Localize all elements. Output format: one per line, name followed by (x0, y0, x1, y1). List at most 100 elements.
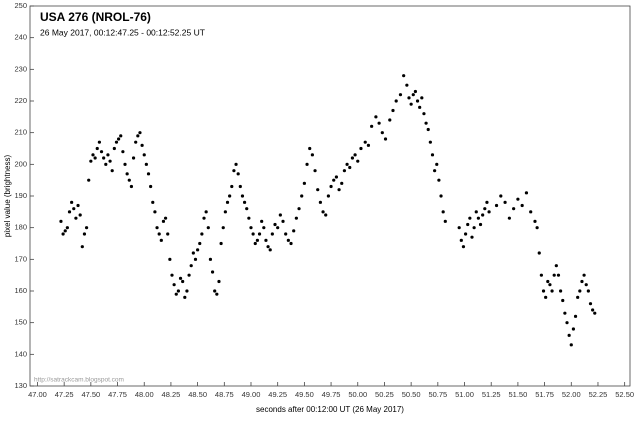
point (481, 213, 485, 217)
point (470, 235, 474, 239)
point (131, 156, 136, 160)
point (466, 222, 470, 227)
point (294, 216, 298, 220)
point (415, 99, 420, 103)
point (200, 232, 204, 236)
point (146, 172, 151, 176)
point (539, 273, 543, 277)
point (82, 232, 87, 236)
point (569, 343, 573, 347)
x-tick-label: 47.75 (108, 390, 127, 399)
point (478, 222, 483, 227)
point (472, 226, 476, 230)
x-tick-label: 48.25 (162, 390, 181, 399)
point (268, 248, 272, 252)
point (65, 226, 69, 230)
chart-subtitle: 26 May 2017, 00:12:47.25 - 00:12:52.25 U… (40, 27, 205, 37)
point (129, 184, 134, 189)
point (93, 156, 97, 160)
point (281, 219, 285, 223)
point (247, 216, 251, 220)
point (97, 140, 101, 144)
point (144, 162, 148, 166)
point (565, 321, 569, 325)
y-tick-label: 150 (14, 318, 27, 327)
point (398, 93, 403, 97)
point (221, 226, 225, 230)
y-axis-label: pixel value (brightness) (3, 155, 12, 238)
point (377, 121, 381, 125)
point (168, 257, 172, 261)
point (302, 181, 306, 185)
point (374, 115, 378, 119)
point (541, 289, 546, 293)
y-tick-label: 160 (14, 286, 27, 295)
point (286, 238, 290, 242)
point (305, 162, 309, 166)
point (428, 140, 432, 144)
y-tick-label: 230 (14, 64, 27, 73)
point (533, 219, 537, 223)
point (163, 216, 168, 220)
point (99, 150, 104, 154)
point (134, 140, 138, 144)
point (546, 279, 550, 284)
point (208, 257, 213, 261)
point (476, 216, 480, 220)
x-tick-label: 49.00 (242, 390, 261, 399)
point (183, 295, 187, 299)
x-tick-label: 49.25 (268, 390, 287, 399)
point (571, 327, 576, 331)
y-tick-label: 190 (14, 191, 27, 200)
point (499, 194, 503, 198)
point (443, 219, 447, 223)
point (329, 184, 333, 189)
point (441, 210, 445, 214)
point (584, 283, 588, 287)
point (337, 188, 341, 192)
point (563, 311, 567, 315)
x-tick-label: 51.50 (509, 390, 528, 399)
point (59, 219, 63, 223)
point (125, 172, 129, 176)
point (251, 232, 255, 236)
point (136, 134, 140, 138)
point (63, 229, 67, 233)
y-tick-label: 130 (14, 381, 27, 390)
point (356, 159, 360, 163)
point (170, 273, 174, 277)
x-tick-label: 48.75 (215, 390, 234, 399)
point (370, 124, 374, 128)
point (260, 219, 264, 223)
point (439, 194, 443, 198)
point (535, 226, 539, 230)
x-axis-label: seconds after 00:12:00 UT (26 May 2017) (256, 405, 404, 414)
point (151, 200, 155, 204)
point (127, 178, 131, 182)
point (507, 216, 511, 220)
point (576, 295, 580, 299)
point (418, 105, 422, 109)
point (264, 238, 268, 242)
point (413, 89, 418, 94)
point (284, 232, 288, 236)
x-tick-label: 47.50 (81, 390, 100, 399)
point (512, 207, 516, 211)
point (402, 74, 406, 78)
point (424, 121, 428, 125)
point (353, 153, 357, 157)
point (72, 207, 76, 211)
point (461, 245, 466, 249)
point (463, 232, 468, 236)
y-tick-label: 210 (14, 128, 27, 137)
point (582, 273, 586, 277)
x-tick-label: 50.50 (402, 390, 421, 399)
point (359, 146, 363, 151)
point (213, 289, 217, 293)
point (70, 200, 74, 204)
point (204, 210, 208, 214)
point (340, 181, 344, 185)
x-tick-label: 51.25 (482, 390, 501, 399)
point (586, 289, 590, 293)
